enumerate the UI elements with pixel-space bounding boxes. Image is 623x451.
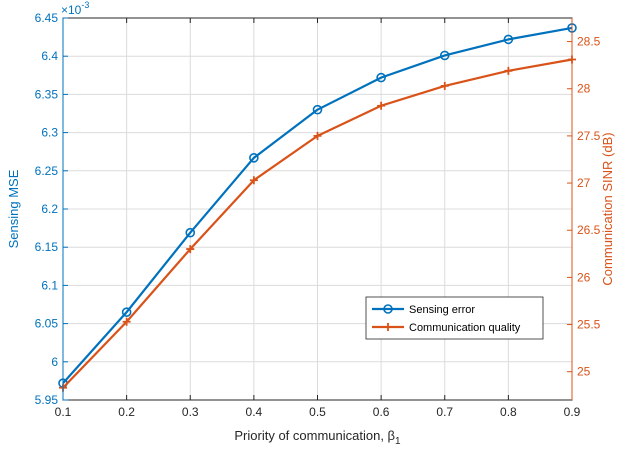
legend: Sensing error Communication quality: [365, 296, 544, 340]
legend-entry: Communication quality: [372, 322, 521, 334]
x-axis-label-subscript: 1: [395, 436, 401, 447]
data-point: [313, 131, 322, 140]
right-y-tick-label: 28: [577, 82, 591, 96]
x-tick-label: 0.9: [564, 405, 581, 419]
series-line: [62, 26, 573, 384]
left-y-tick-label: 6.3: [41, 126, 58, 140]
data-point: [185, 227, 196, 238]
legend-marker: [383, 304, 393, 314]
x-tick-label: 0.3: [182, 405, 199, 419]
legend-box: [365, 296, 544, 340]
x-axis-ticks: 0.1 0.2 0.3 0.4 0.5 0.6 0.7 0.8 0.9: [55, 18, 581, 419]
multiplier-exponent: -3: [81, 0, 89, 10]
left-axis-multiplier: ×10-3: [61, 0, 89, 17]
legend-label: Sensing error: [409, 304, 475, 316]
data-point: [186, 245, 195, 254]
x-tick-label: 0.2: [118, 405, 135, 419]
multiplier-base: ×10: [61, 3, 82, 17]
left-y-tick-label: 5.95: [35, 393, 59, 407]
x-axis-label-text: Priority of communication, β: [234, 428, 395, 443]
data-point: [504, 66, 513, 75]
right-y-tick-label: 26: [577, 270, 591, 284]
legend-marker: [384, 323, 392, 331]
left-y-tick-label: 6.05: [35, 317, 59, 331]
right-y-tick-label: 25.5: [577, 318, 601, 332]
x-tick-label: 0.5: [309, 405, 326, 419]
right-y-tick-label: 27: [577, 176, 591, 190]
right-y-axis-ticks: 25 25.5 26 26.5 27 27.5 28 28.5: [567, 18, 601, 400]
x-tick-label: 0.4: [246, 405, 263, 419]
data-point: [249, 176, 258, 185]
left-y-axis-label: Sensing MSE: [6, 169, 21, 248]
left-y-axis-ticks: 5.95 6 6.05 6.1 6.15 6.2 6.25 6.3 6.35 6.4 6.45: [35, 11, 68, 407]
data-point: [249, 153, 259, 163]
data-point: [439, 50, 450, 61]
data-point: [122, 317, 131, 326]
data-point: [376, 72, 386, 83]
legend-label: Communication quality: [409, 322, 521, 334]
legend-entry: Sensing error: [372, 304, 475, 316]
data-point: [503, 34, 514, 45]
left-y-tick-label: 6.1: [41, 278, 58, 292]
right-y-tick-label: 28.5: [577, 35, 601, 49]
x-tick-label: 0.6: [373, 405, 390, 419]
left-y-tick-label: 6.25: [35, 164, 59, 178]
data-point: [121, 307, 132, 317]
x-tick-label: 0.7: [436, 405, 453, 419]
left-y-tick-label: 6: [51, 355, 58, 369]
x-tick-label: 0.8: [500, 405, 517, 419]
left-y-tick-label: 6.15: [35, 240, 59, 254]
right-y-tick-label: 25: [577, 365, 591, 379]
x-tick-label: 0.1: [55, 405, 72, 419]
right-y-axis-label: Communication SINR (dB): [600, 132, 615, 285]
left-y-tick-label: 6.45: [35, 11, 59, 25]
left-y-tick-label: 6.2: [41, 202, 58, 216]
data-point: [312, 104, 323, 115]
left-y-tick-label: 6.35: [35, 87, 59, 101]
right-y-tick-label: 26.5: [577, 223, 601, 237]
right-y-tick-label: 27.5: [577, 129, 601, 143]
left-y-tick-label: 6.4: [41, 49, 58, 63]
data-point: [440, 81, 449, 90]
x-axis-label: Priority of communication, β1: [234, 428, 401, 447]
data-point: [377, 101, 386, 110]
